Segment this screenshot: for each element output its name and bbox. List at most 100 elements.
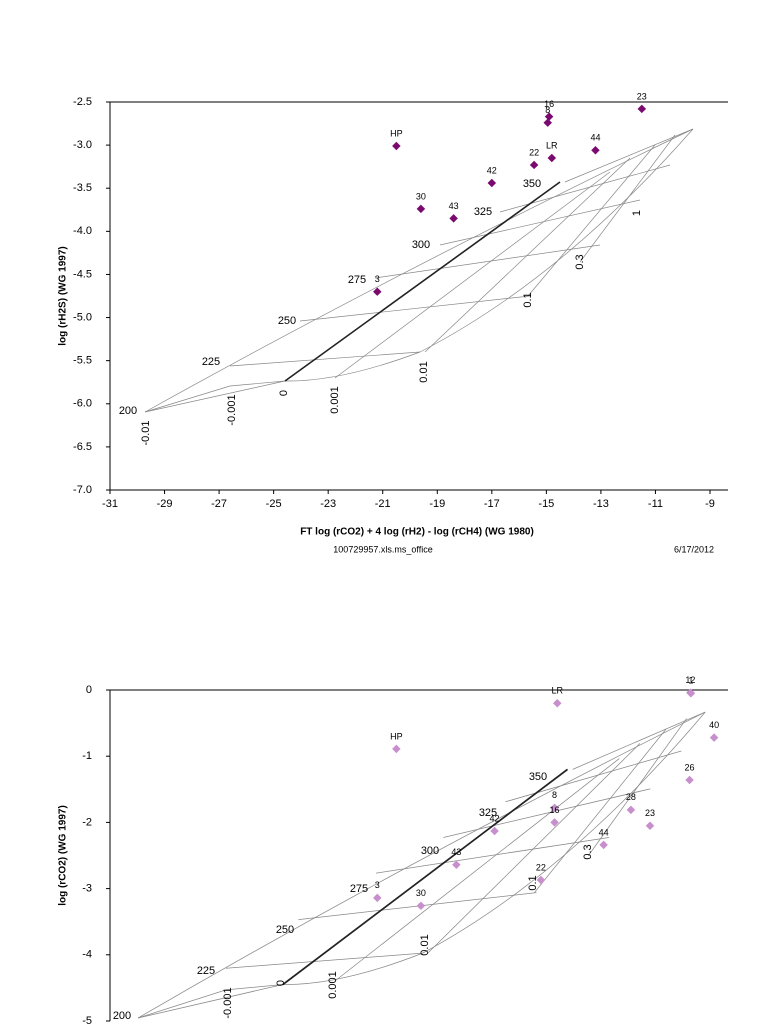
point [490, 826, 499, 836]
grid-label: 350 [523, 178, 541, 190]
y-tick-label: -1 [82, 750, 92, 762]
y-tick-label: -2 [82, 816, 92, 828]
point [373, 893, 382, 903]
point-label: LR [546, 140, 558, 150]
point [543, 118, 552, 127]
grid-label: 1 [631, 210, 643, 216]
point [373, 287, 382, 296]
x-tick-label: -11 [648, 498, 663, 510]
grid-label: 225 [197, 965, 215, 977]
grid-label: 0.001 [327, 971, 339, 999]
x-tick-label: -31 [102, 498, 118, 510]
grid-label: 0.1 [527, 875, 539, 890]
point-label: 22 [536, 862, 546, 872]
point [392, 744, 401, 754]
point [487, 178, 497, 188]
point-label: 23 [645, 808, 655, 818]
point-label: 42 [487, 165, 497, 175]
point-label: 12 [685, 675, 695, 685]
point-label: HP [390, 731, 403, 741]
point-label: 26 [685, 762, 695, 772]
x-tick-label: -21 [375, 498, 391, 510]
grid-label: 250 [276, 924, 294, 936]
grid-label: -0.001 [226, 394, 238, 425]
x-tick-label: -23 [320, 498, 336, 510]
point [547, 153, 557, 163]
grid-label: 325 [479, 807, 497, 819]
footer: 6/17/2012 [674, 544, 714, 554]
grid-label: 350 [529, 771, 547, 783]
grid-label: 0.1 [522, 292, 534, 307]
point-label: 44 [599, 827, 609, 837]
point-label: 30 [416, 888, 426, 898]
point [392, 141, 401, 151]
grid-label: 275 [348, 274, 366, 286]
point [599, 840, 608, 850]
point-label: 22 [529, 147, 539, 157]
point [449, 214, 458, 223]
point-label: 3 [375, 274, 380, 284]
y-tick-label: -6.0 [73, 398, 92, 410]
y-tick-label: 0 [86, 684, 92, 696]
model-grid [137, 711, 707, 1019]
x-tick-label: -25 [266, 498, 282, 510]
point-label: 3 [375, 880, 380, 890]
grid-label: 0.01 [419, 934, 431, 955]
point-label: 16 [544, 99, 554, 109]
y-axis-label: log (rCO2) (WG 1997) [58, 805, 69, 906]
x-tick-label: -13 [593, 498, 609, 510]
grid-label: 0.3 [574, 254, 586, 269]
y-tick-label: -5.0 [73, 311, 92, 323]
grid-label: 325 [474, 206, 492, 218]
point [709, 733, 719, 742]
point [536, 875, 546, 885]
grid-label: 300 [412, 239, 430, 251]
point [452, 860, 461, 870]
point-label: 43 [449, 201, 459, 211]
x-tick-label: -27 [211, 498, 227, 510]
x-tick-label: -29 [157, 498, 173, 510]
point-label: 8 [545, 105, 550, 115]
y-tick-label: -2.5 [73, 96, 92, 108]
point-label: HP [390, 128, 403, 138]
x-tick-label: -17 [484, 498, 500, 510]
point-label: 23 [637, 91, 647, 101]
point-label: 8 [552, 790, 557, 800]
grid-label: 225 [202, 356, 220, 368]
grid-label: 300 [421, 845, 439, 857]
y-tick-label: -4.5 [73, 268, 92, 280]
point [550, 803, 559, 813]
point-label: 42 [490, 813, 500, 823]
x-tick-label: -19 [429, 498, 445, 510]
point [686, 688, 695, 697]
point [550, 818, 559, 827]
y-tick-label: -3.5 [73, 182, 92, 194]
point-label: LR [552, 686, 564, 696]
point [416, 204, 426, 214]
grid-label: 250 [278, 315, 296, 327]
point-label: 16 [550, 805, 560, 815]
grid-label: 0.001 [329, 386, 341, 414]
grid-label: 0.01 [418, 361, 430, 382]
y-tick-label: -4.0 [73, 225, 92, 237]
grid-label: -0.01 [140, 420, 152, 445]
grid-label: -0.001 [222, 987, 234, 1018]
grid-label: 200 [119, 405, 137, 417]
point [591, 146, 600, 155]
point-label: 40 [709, 720, 719, 730]
y-tick-label: -4 [82, 949, 92, 961]
x-tick-label: -15 [538, 498, 554, 510]
y-axis-label: log (rH2S) (WG 1997) [58, 246, 69, 345]
y-tick-label: -3.0 [73, 139, 92, 151]
y-tick-label: -5.5 [73, 355, 92, 367]
point-label: 1 [688, 676, 693, 686]
point [645, 821, 655, 830]
y-tick-label: -3 [82, 883, 92, 895]
point [637, 104, 647, 114]
point-label: 43 [451, 847, 461, 857]
point [685, 775, 694, 785]
point-label: 30 [416, 191, 426, 201]
y-tick-label: -6.5 [73, 441, 92, 453]
point [529, 160, 539, 170]
